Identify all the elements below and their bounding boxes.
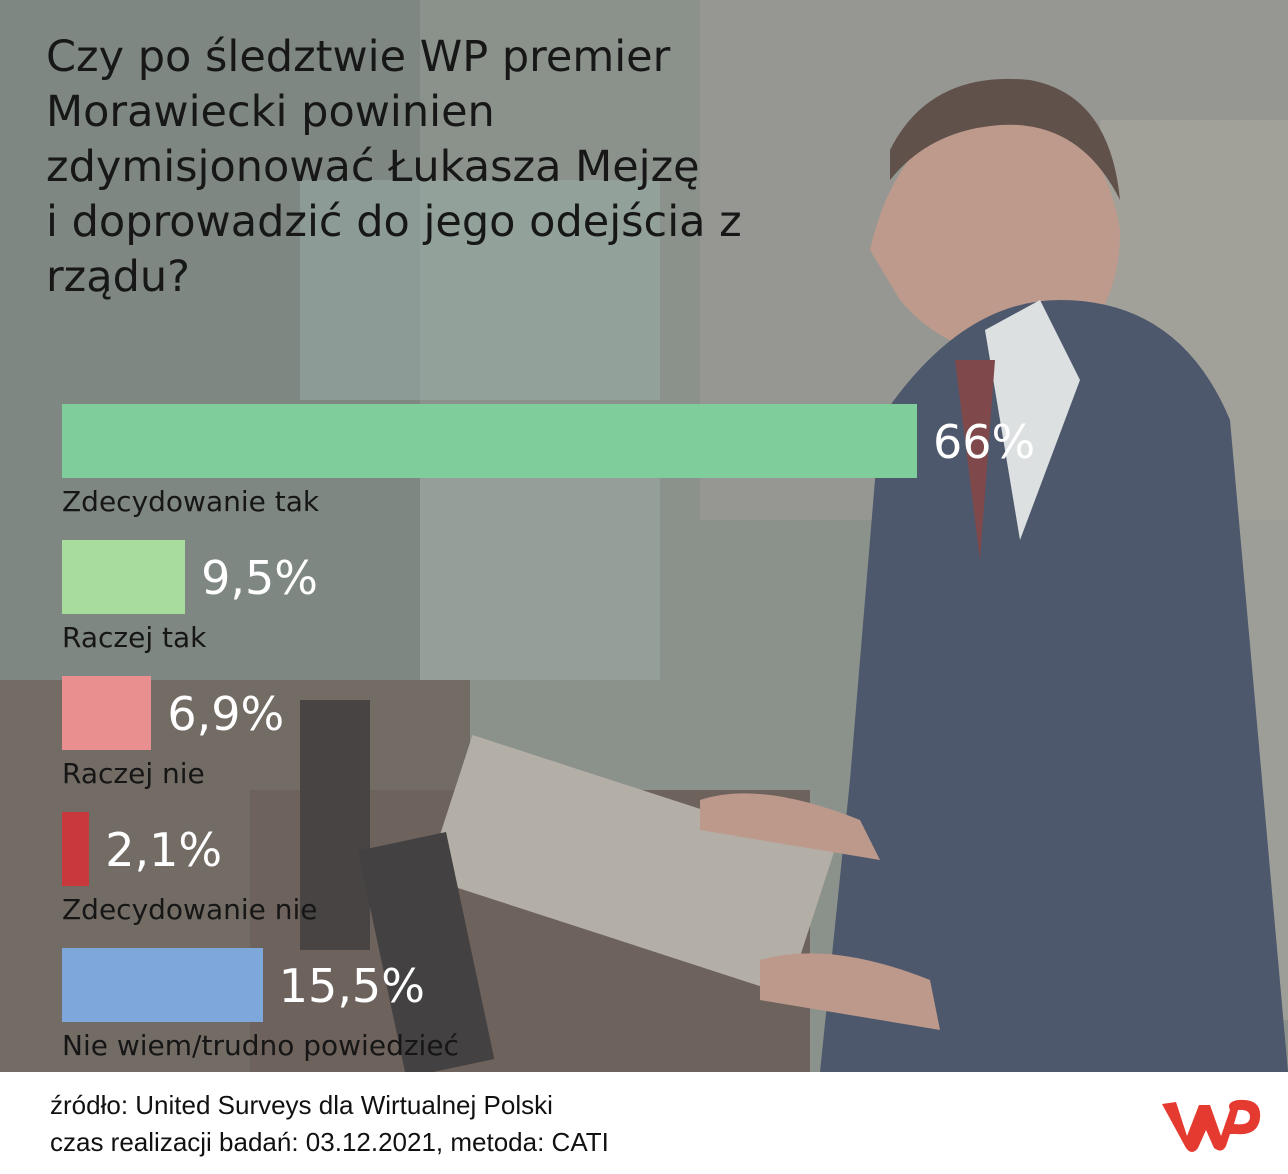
title-line: zdymisjonować Łukasza Mejzę [46, 142, 700, 192]
title-line: Morawiecki powinien [46, 87, 495, 137]
title-line: rządu? [46, 252, 190, 302]
footer: źródło: United Surveys dla Wirtualnej Po… [0, 1072, 1288, 1174]
wp-logo-icon [1162, 1099, 1261, 1152]
category-label: Zdecydowanie tak [62, 485, 320, 518]
category-label: Zdecydowanie nie [62, 893, 318, 926]
bar [62, 676, 152, 750]
source-text: źródło: United Surveys dla Wirtualnej Po… [50, 1090, 553, 1120]
bar [62, 540, 186, 614]
category-label: Raczej nie [62, 757, 205, 790]
title-line: i doprowadzić do jego odejścia z [46, 197, 742, 247]
category-label: Nie wiem/trudno powiedzieć [62, 1029, 459, 1062]
bar [62, 948, 263, 1022]
bar-chart: 66% Zdecydowanie tak 9,5% Raczej tak 6,9% Rac… [62, 404, 1036, 1062]
bar-value-label: 15,5% [278, 959, 425, 1013]
bar-value-label: 6,9% [167, 687, 285, 741]
chart-title: Czy po śledztwie WP premier Morawiecki p… [46, 30, 866, 305]
bar-value-label: 9,5% [201, 551, 318, 605]
bar [62, 404, 917, 478]
category-label: Raczej tak [62, 621, 207, 654]
bar-value-label: 66% [933, 415, 1036, 469]
title-line: Czy po śledztwie WP premier [46, 32, 671, 82]
bar-value-label: 2,1% [105, 823, 223, 877]
bar [62, 812, 90, 886]
survey-details: czas realizacji badań: 03.12.2021, metod… [50, 1127, 609, 1157]
